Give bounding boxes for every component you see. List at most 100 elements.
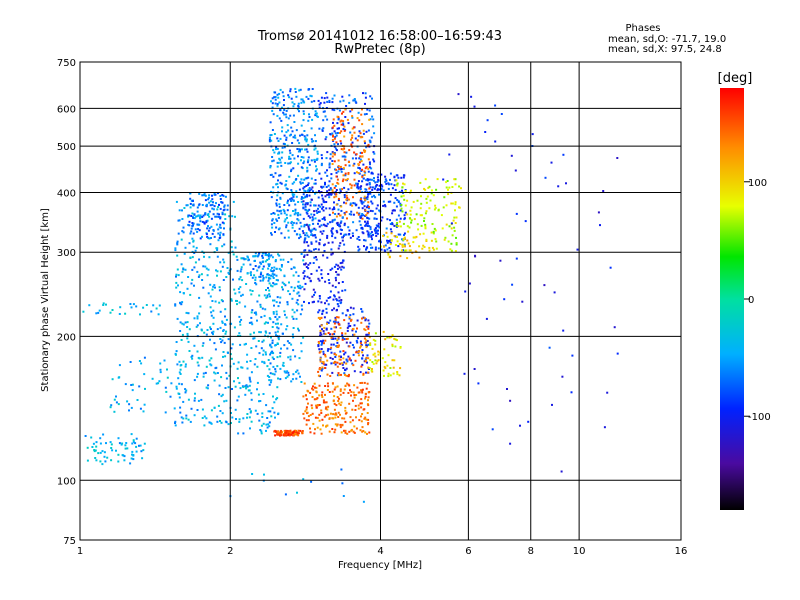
- data-point: [324, 183, 326, 186]
- data-point: [213, 205, 216, 208]
- data-point: [304, 208, 307, 211]
- data-point: [265, 289, 267, 291]
- data-point: [249, 272, 252, 274]
- data-point: [445, 181, 448, 184]
- data-point: [335, 141, 338, 144]
- data-point: [323, 244, 325, 247]
- data-point: [352, 221, 355, 224]
- data-point: [221, 221, 224, 224]
- data-point: [283, 282, 286, 285]
- data-point: [390, 232, 393, 235]
- data-point: [329, 157, 332, 160]
- data-point: [242, 257, 245, 260]
- data-point: [313, 293, 315, 296]
- data-point: [360, 343, 363, 346]
- data-point: [213, 192, 216, 195]
- data-point: [289, 157, 292, 160]
- data-point: [431, 246, 434, 249]
- data-point: [422, 244, 425, 247]
- data-point: [294, 208, 297, 211]
- data-point: [296, 218, 299, 221]
- data-point: [303, 186, 306, 188]
- data-point: [430, 192, 433, 195]
- data-point: [126, 447, 129, 450]
- data-point: [333, 307, 335, 310]
- data-point: [352, 99, 355, 102]
- data-point: [416, 199, 419, 202]
- data-point: [216, 249, 219, 251]
- data-point: [327, 241, 330, 244]
- data-point: [320, 185, 323, 188]
- data-point: [186, 334, 189, 337]
- data-point: [274, 430, 277, 433]
- data-point: [290, 97, 293, 100]
- data-point: [371, 368, 373, 370]
- data-point: [216, 328, 219, 331]
- data-point: [309, 94, 312, 97]
- data-point: [367, 391, 370, 394]
- data-point: [389, 219, 391, 222]
- data-point: [424, 227, 427, 230]
- data-point: [365, 344, 368, 347]
- data-point: [267, 257, 270, 260]
- data-point: [306, 194, 308, 197]
- data-point: [415, 213, 418, 216]
- data-point: [183, 207, 186, 209]
- data-point: [223, 261, 226, 264]
- data-point: [363, 113, 366, 116]
- data-point: [233, 326, 236, 329]
- data-point: [398, 220, 401, 223]
- data-point: [285, 138, 288, 141]
- data-point: [316, 404, 319, 407]
- data-point: [371, 238, 373, 241]
- data-point: [366, 382, 369, 385]
- data-point: [346, 309, 349, 312]
- data-point: [250, 410, 252, 413]
- data-point: [299, 429, 302, 432]
- data-point: [353, 202, 356, 205]
- data-point: [338, 355, 341, 358]
- data-point: [368, 187, 371, 190]
- data-point: [249, 333, 252, 336]
- data-point: [302, 336, 305, 339]
- data-point: [163, 359, 166, 362]
- data-point: [349, 421, 352, 424]
- data-point: [384, 175, 387, 178]
- data-point: [364, 319, 367, 322]
- data-point: [184, 321, 187, 324]
- data-point: [317, 99, 320, 102]
- data-point: [339, 262, 342, 265]
- data-point: [174, 420, 177, 423]
- data-point: [212, 322, 215, 325]
- data-point: [152, 304, 155, 307]
- data-point: [335, 175, 338, 178]
- data-point: [323, 218, 326, 221]
- data-point: [331, 155, 334, 158]
- data-point: [447, 188, 449, 191]
- data-point: [173, 407, 176, 410]
- data-point: [397, 233, 400, 236]
- data-point: [309, 201, 312, 204]
- data-point: [129, 361, 132, 363]
- data-point: [401, 210, 404, 213]
- data-point: [272, 311, 275, 313]
- data-point: [271, 219, 274, 222]
- data-point: [382, 189, 385, 192]
- data-point: [287, 129, 290, 132]
- data-point: [357, 206, 360, 209]
- data-point: [314, 147, 317, 150]
- data-point: [337, 212, 340, 215]
- data-point: [213, 284, 216, 287]
- data-point: [356, 139, 359, 142]
- data-point: [119, 306, 122, 309]
- data-point: [276, 318, 279, 321]
- data-point: [305, 423, 308, 426]
- data-point: [197, 399, 200, 402]
- data-point: [326, 236, 329, 239]
- data-point: [389, 243, 392, 246]
- data-point: [411, 251, 414, 254]
- data-point: [275, 313, 278, 316]
- data-point: [249, 380, 252, 383]
- data-point: [337, 397, 340, 400]
- data-point: [186, 204, 189, 207]
